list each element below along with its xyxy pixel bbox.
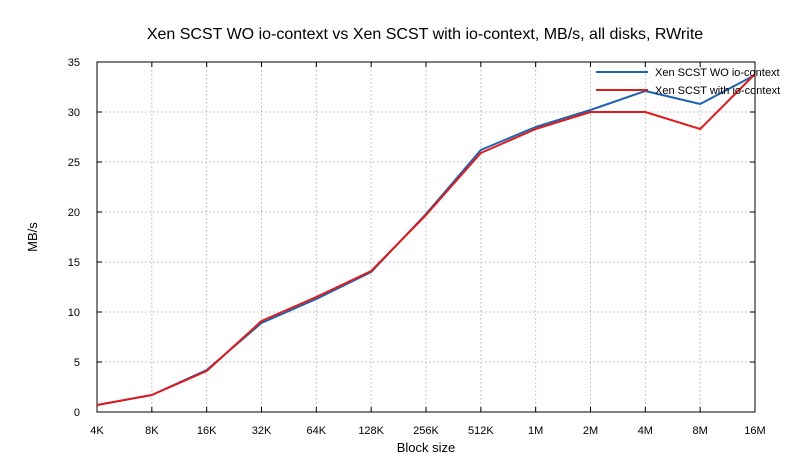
- y-tick-label: 30: [68, 107, 80, 119]
- x-tick-label: 2M: [583, 425, 598, 437]
- x-tick-label: 4K: [90, 425, 104, 437]
- series-line-2: [96, 73, 756, 406]
- y-tick-label: 0: [74, 407, 80, 419]
- y-axis-ticks: 0 5 10 15 20 25 30 35: [68, 57, 755, 419]
- y-tick-label: 25: [68, 157, 80, 169]
- y-tick-label: 15: [68, 257, 80, 269]
- y-tick-label: 10: [68, 307, 80, 319]
- y-tick-label: 20: [68, 207, 80, 219]
- x-tick-label: 64K: [307, 425, 327, 437]
- x-axis-label: Block size: [397, 440, 456, 455]
- y-axis-label: MB/s: [25, 222, 40, 252]
- legend-label-2: Xen SCST with io-context: [655, 85, 780, 97]
- x-tick-label: 16K: [197, 425, 217, 437]
- y-tick-label: 5: [74, 357, 80, 369]
- legend: Xen SCST WO io-context Xen SCST with io-c…: [596, 67, 780, 97]
- x-tick-label: 128K: [358, 425, 384, 437]
- x-axis-ticks: 4K 8K 16K 32K 64K 128K 256K 512K 1M 2M 4M 8M 16M: [90, 62, 766, 437]
- x-tick-label: 1M: [528, 425, 543, 437]
- x-tick-label: 32K: [252, 425, 272, 437]
- x-tick-label: 256K: [413, 425, 439, 437]
- x-tick-label: 4M: [638, 425, 653, 437]
- y-tick-label: 35: [68, 57, 80, 69]
- x-tick-label: 16M: [744, 425, 765, 437]
- chart-title: Xen SCST WO io-context vs Xen SCST with …: [147, 26, 703, 43]
- legend-label-1: Xen SCST WO io-context: [655, 67, 780, 79]
- x-tick-label: 512K: [468, 425, 494, 437]
- x-tick-label: 8M: [693, 425, 708, 437]
- x-tick-label: 8K: [145, 425, 159, 437]
